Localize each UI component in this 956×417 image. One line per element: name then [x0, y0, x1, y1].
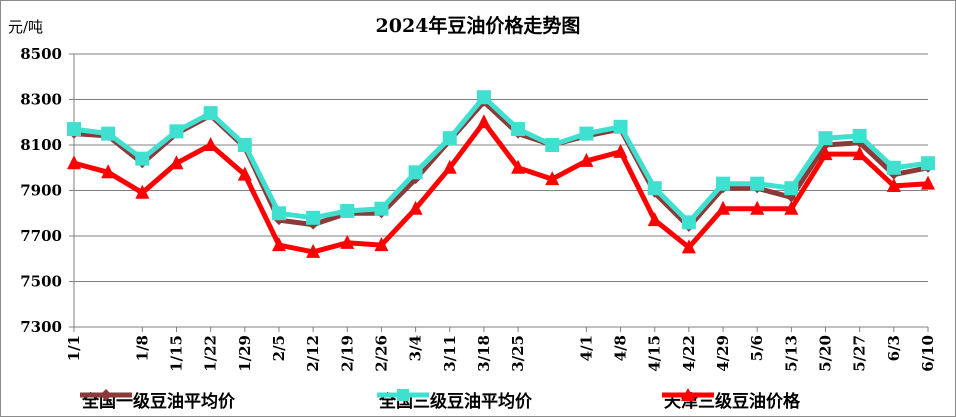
data-point-triangle: [306, 243, 321, 258]
data-point-square: [306, 210, 321, 225]
data-point-triangle: [237, 166, 252, 181]
data-point-square: [921, 156, 935, 171]
x-tick-label: 1/1: [65, 335, 83, 361]
x-tick-label: 1/8: [133, 335, 151, 361]
data-point-triangle: [784, 200, 799, 215]
data-point-square: [511, 122, 526, 137]
data-point-square: [545, 138, 560, 152]
x-tick-label: 5/13: [782, 335, 800, 372]
y-tick-label: 8500: [20, 45, 62, 63]
data-point-triangle: [203, 137, 218, 151]
data-point-square: [169, 124, 184, 139]
legend-item-series-2: 全国三级豆油平均价: [375, 385, 532, 413]
x-tick-label: 2/12: [304, 335, 322, 372]
data-point-triangle: [101, 164, 116, 179]
data-point-square: [579, 126, 594, 141]
data-point-triangle: [921, 175, 935, 190]
data-point-triangle: [647, 212, 662, 227]
data-point-square: [681, 215, 696, 230]
data-point-triangle: [886, 177, 901, 192]
y-tick-label: 8100: [20, 136, 62, 154]
y-axis-label: 元/吨: [8, 18, 44, 36]
y-tick-label: 7500: [20, 273, 62, 291]
data-point-square: [613, 119, 628, 134]
data-point-triangle: [271, 237, 286, 252]
data-point-square: [237, 138, 252, 152]
series-line-2: [73, 94, 929, 225]
data-point-square: [374, 201, 389, 216]
data-point-square: [340, 203, 355, 218]
data-point-triangle: [476, 114, 491, 129]
x-tick-label: 1/15: [167, 335, 185, 372]
series-line-1: [73, 99, 929, 230]
data-point-triangle: [169, 155, 184, 170]
data-point-triangle: [613, 143, 628, 158]
data-point-square: [408, 165, 423, 180]
legend-item-series-3: 天津三级豆油价格: [660, 385, 800, 413]
x-tick-label: 4/8: [612, 335, 630, 361]
x-tick-label: 3/11: [441, 335, 459, 372]
data-point-triangle: [750, 200, 765, 215]
data-point-triangle: [408, 200, 423, 215]
x-tick-label: 1/29: [236, 335, 254, 372]
data-point-triangle: [818, 146, 833, 161]
data-point-square: [784, 181, 799, 196]
data-point-square: [852, 128, 867, 143]
x-tick-label: 3/4: [407, 335, 425, 361]
legend: 全国一级豆油平均价 全国三级豆油平均价 天津三级豆油价格: [0, 385, 956, 413]
x-tick-label: 3/18: [475, 335, 493, 372]
data-point-triangle: [579, 152, 594, 167]
x-tick-label: 4/15: [646, 335, 664, 372]
data-point-square: [886, 160, 901, 175]
data-point-triangle: [374, 237, 389, 252]
x-tick-label: 5/20: [817, 335, 835, 372]
data-point-square: [818, 131, 833, 146]
data-point-square: [647, 181, 662, 196]
x-tick-label: 2/19: [338, 335, 356, 372]
x-tick-label: 2/26: [372, 335, 390, 372]
data-point-square: [271, 206, 286, 221]
y-tick-label: 7700: [20, 227, 62, 245]
data-point-square: [716, 176, 731, 191]
x-tick-label: 5/6: [748, 335, 766, 361]
legend-marker-square: [377, 389, 429, 401]
data-point-triangle: [340, 234, 355, 249]
x-tick-label: 4/1: [577, 335, 595, 361]
data-point-triangle: [681, 239, 696, 254]
x-tick-label: 1/22: [202, 335, 220, 372]
data-point-triangle: [511, 159, 526, 174]
legend-item-series-1: 全国一级豆油平均价: [78, 385, 235, 413]
data-point-triangle: [135, 184, 150, 199]
data-point-square: [135, 151, 150, 166]
data-point-triangle: [852, 146, 867, 161]
data-point-triangle: [716, 200, 731, 215]
legend-marker-triangle: [662, 388, 714, 401]
x-tick-label: 4/29: [714, 335, 732, 372]
x-tick-label: 2/5: [270, 335, 288, 361]
x-tick-label: 3/25: [509, 335, 527, 372]
x-tick-label: 4/22: [680, 335, 698, 372]
data-point-square: [442, 131, 457, 146]
y-tick-label: 8300: [20, 91, 62, 109]
data-point-triangle: [545, 171, 560, 186]
data-point-square: [476, 90, 491, 105]
data-point-triangle: [442, 159, 457, 174]
legend-marker-diamond: [80, 389, 132, 401]
data-point-square: [67, 122, 81, 137]
y-tick-label: 7900: [20, 182, 62, 200]
x-tick-label: 5/27: [851, 335, 869, 372]
data-point-triangle: [67, 155, 81, 170]
chart-title: 2024年豆油价格走势图: [375, 15, 581, 37]
data-point-square: [203, 106, 218, 121]
x-tick-label: 6/10: [919, 335, 937, 372]
y-tick-label: 7300: [20, 318, 62, 336]
data-point-square: [750, 176, 765, 191]
x-tick-label: 6/3: [885, 335, 903, 361]
data-point-square: [101, 126, 116, 141]
